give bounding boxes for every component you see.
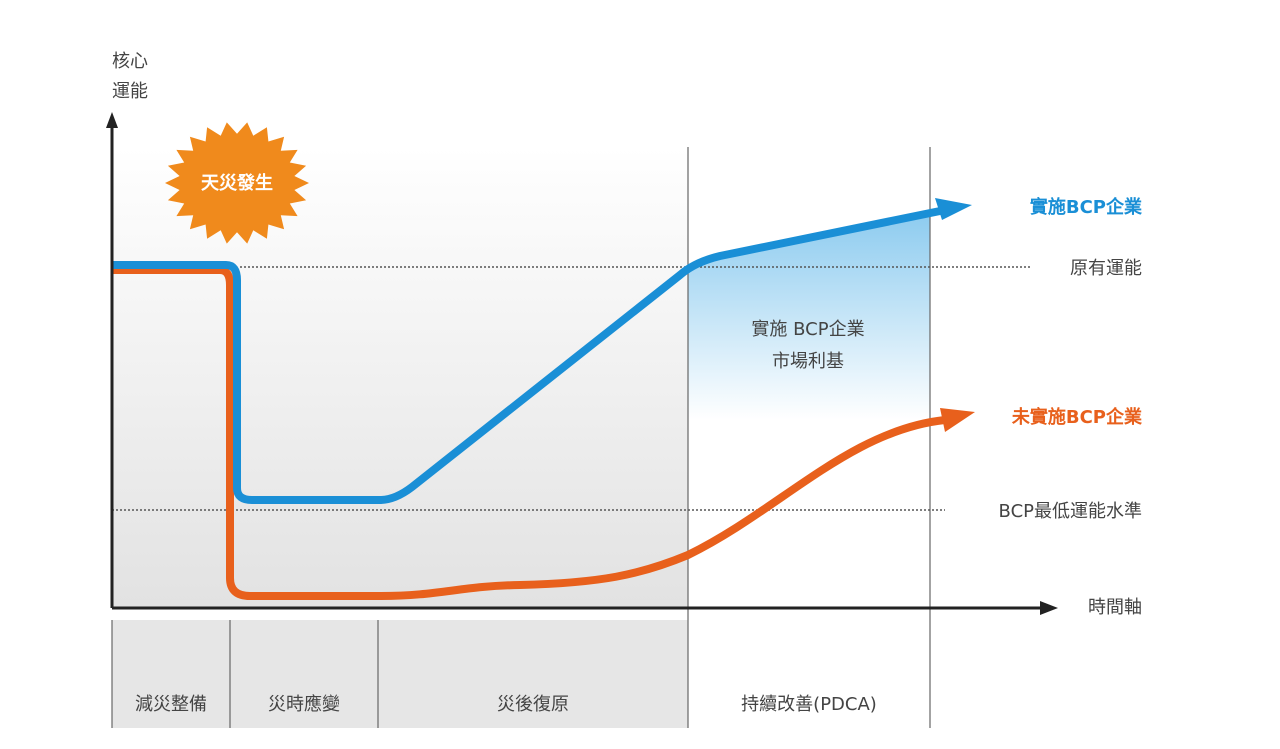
with-bcp-label: 實施BCP企業 [1030,196,1143,218]
phase-label: 災後復原 [497,694,569,715]
niche-label: 實施 BCP企業 [751,319,864,340]
niche-area [688,212,930,420]
y-axis-label: 核心 [112,51,148,72]
y-arrow [106,112,118,128]
y-axis-label: 運能 [112,81,148,102]
minimum-level-label: BCP最低運能水準 [999,501,1142,522]
without-bcp-line [112,266,946,600]
axes [110,125,1045,610]
level-lines [112,266,1030,511]
without-bcp-arrow [940,408,975,432]
dividers [111,147,931,728]
niche-label: 市場利基 [772,351,844,372]
original-level-label: 原有運能 [1070,258,1142,279]
with-bcp-arrow [935,198,972,220]
with-bcp-line [112,206,946,504]
phase-label: 減災整備 [135,694,207,715]
phase-label: 持續改善(PDCA) [741,694,877,715]
phase-area [112,620,688,728]
event-label: 天災發生 [201,172,273,194]
phase-label: 災時應變 [268,693,340,715]
event-burst [165,122,309,244]
x-arrow [1040,601,1058,615]
without-bcp-label: 未實施BCP企業 [1012,406,1143,428]
x-axis-label: 時間軸 [1088,597,1142,618]
